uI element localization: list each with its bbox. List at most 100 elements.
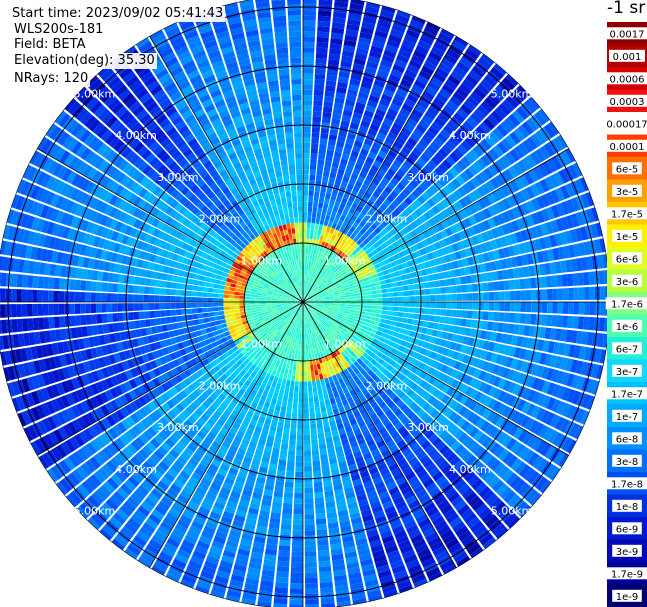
- heatmap-cell: [401, 279, 408, 286]
- heatmap-cell: [350, 190, 358, 198]
- heatmap-cell: [363, 161, 372, 169]
- heatmap-cell: [329, 257, 334, 264]
- heatmap-cell: [472, 292, 479, 301]
- heatmap-cell: [519, 313, 526, 324]
- heatmap-cell: [382, 306, 388, 311]
- heatmap-cell: [402, 218, 410, 227]
- heatmap-cell: [521, 157, 532, 171]
- heatmap-cell: [545, 275, 553, 288]
- heatmap-cell: [488, 131, 500, 144]
- heatmap-cell: [452, 132, 464, 144]
- heatmap-cell: [310, 423, 317, 430]
- heatmap-cell: [483, 302, 489, 311]
- heatmap-cell: [365, 105, 376, 114]
- heatmap-cell: [501, 138, 513, 151]
- heatmap-cell: [322, 176, 329, 183]
- heatmap-cell: [299, 371, 303, 377]
- heatmap-cell: [483, 292, 489, 301]
- heatmap-cell: [432, 215, 441, 224]
- heatmap-cell: [380, 164, 389, 173]
- heatmap-cell: [362, 76, 374, 85]
- heatmap-cell: [461, 284, 468, 293]
- heatmap-cell: [393, 302, 399, 307]
- heatmap-cell: [344, 265, 350, 271]
- heatmap-cell: [392, 292, 399, 297]
- heatmap-cell: [296, 365, 300, 371]
- heatmap-cell: [320, 405, 327, 412]
- heatmap-cell: [333, 151, 342, 159]
- heatmap-cell: [350, 73, 362, 81]
- heatmap-cell: [364, 5, 380, 15]
- heatmap-cell: [381, 93, 393, 103]
- heatmap-cell: [303, 89, 313, 96]
- heatmap-cell: [309, 276, 313, 283]
- heatmap-cell: [434, 152, 445, 163]
- heatmap-cell: [423, 314, 430, 321]
- heatmap-cell: [387, 181, 396, 190]
- heatmap-cell: [329, 199, 336, 206]
- heatmap-cell: [313, 95, 324, 102]
- heatmap-cell: [467, 293, 473, 301]
- heatmap-cell: [467, 226, 476, 237]
- heatmap-cell: [308, 201, 313, 207]
- heatmap-cell: [374, 226, 382, 234]
- heatmap-cell: [572, 162, 583, 177]
- heatmap-cell: [532, 166, 544, 180]
- heatmap-cell: [313, 396, 319, 403]
- heatmap-cell: [449, 277, 456, 286]
- heatmap-cell: [356, 238, 363, 246]
- heatmap-cell: [303, 243, 306, 249]
- heatmap-cell: [310, 290, 315, 295]
- heatmap-cell: [292, 407, 298, 414]
- heatmap-cell: [378, 249, 386, 257]
- heatmap-cell: [438, 32, 453, 44]
- heatmap-cell: [355, 102, 366, 110]
- heatmap-cell: [381, 310, 388, 315]
- heatmap-cell: [377, 19, 392, 29]
- heatmap-cell: [589, 286, 595, 300]
- heatmap-cell: [306, 365, 311, 371]
- heatmap-cell: [334, 178, 342, 186]
- heatmap-cell: [337, 219, 344, 226]
- heatmap-cell: [392, 306, 399, 312]
- heatmap-cell: [348, 219, 355, 226]
- heatmap-cell: [504, 302, 511, 312]
- heatmap-cell: [389, 190, 399, 199]
- heatmap-cell: [361, 273, 368, 279]
- heatmap-cell: [317, 293, 323, 297]
- heatmap-cell: [547, 121, 560, 136]
- heatmap-cell: [295, 376, 300, 382]
- heatmap-cell: [291, 561, 303, 568]
- heatmap-cell: [391, 282, 398, 288]
- heatmap-cell: [395, 155, 405, 164]
- heatmap-cell: [305, 349, 309, 355]
- heatmap-cell: [453, 232, 462, 242]
- heatmap-cell: [387, 131, 398, 141]
- heatmap-cell: [318, 284, 324, 289]
- heatmap-cell: [392, 253, 400, 261]
- heatmap-cell: [303, 376, 308, 382]
- heatmap-cell: [375, 108, 386, 118]
- heatmap-cell: [324, 399, 331, 406]
- heatmap-cell: [327, 144, 335, 152]
- heatmap-cell: [479, 170, 490, 183]
- heatmap-cell: [403, 296, 410, 302]
- heatmap-cell: [376, 309, 383, 314]
- heatmap-cell: [463, 168, 474, 180]
- heatmap-cell: [303, 413, 310, 419]
- heatmap-cell: [482, 208, 492, 219]
- heatmap-cell: [374, 234, 381, 242]
- heatmap-cell: [340, 120, 350, 128]
- heatmap-cell: [446, 302, 452, 309]
- heatmap-cell: [537, 163, 549, 178]
- heatmap-cell: [335, 280, 341, 285]
- heatmap-cell: [332, 113, 342, 120]
- heatmap-cell: [324, 254, 330, 261]
- heatmap-cell: [408, 59, 422, 70]
- heatmap-cell: [493, 291, 500, 301]
- heatmap-cell: [385, 278, 392, 284]
- heatmap-cell: [303, 100, 313, 106]
- heatmap-cell: [316, 281, 321, 287]
- heatmap-cell: [360, 208, 368, 216]
- heatmap-cell: [299, 333, 302, 340]
